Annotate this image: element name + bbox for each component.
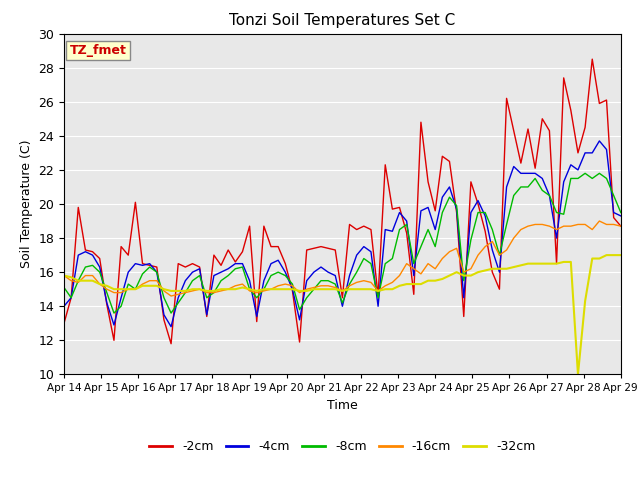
Text: TZ_fmet: TZ_fmet (70, 44, 127, 57)
Title: Tonzi Soil Temperatures Set C: Tonzi Soil Temperatures Set C (229, 13, 456, 28)
Y-axis label: Soil Temperature (C): Soil Temperature (C) (20, 140, 33, 268)
Legend: -2cm, -4cm, -8cm, -16cm, -32cm: -2cm, -4cm, -8cm, -16cm, -32cm (145, 435, 540, 458)
X-axis label: Time: Time (327, 399, 358, 412)
